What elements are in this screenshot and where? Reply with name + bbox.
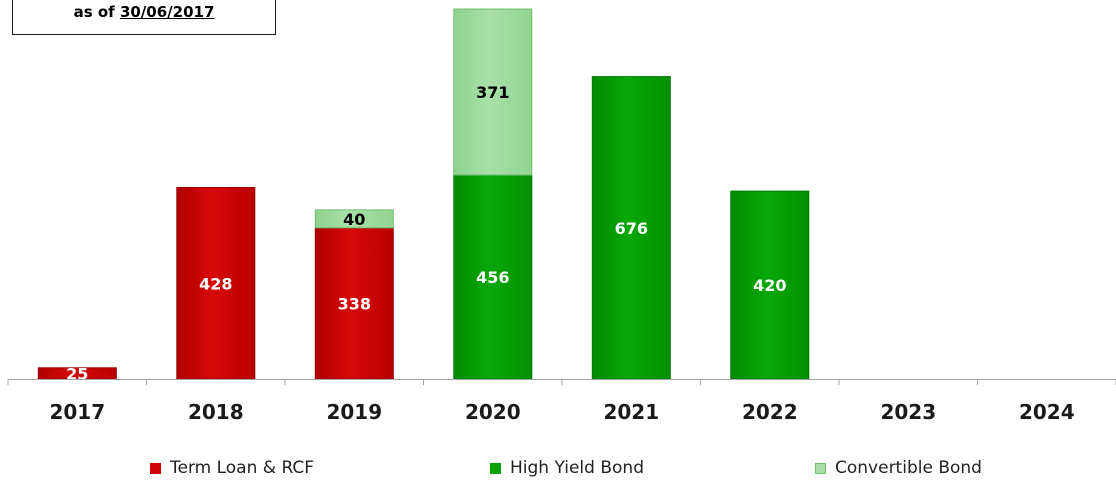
data-label-term-loan-2018: 428 — [199, 274, 232, 293]
x-tick-label-2022: 2022 — [742, 400, 798, 424]
data-labels-layer: 25 428 338 40 456 371 676 420 — [66, 83, 786, 383]
bars-layer — [37, 8, 810, 380]
data-label-high-yield-2021: 676 — [615, 219, 648, 238]
legend-label-term-loan: Term Loan & RCF — [170, 458, 315, 478]
data-label-high-yield-2022: 420 — [753, 276, 786, 295]
bar-convertible-2020 — [453, 8, 533, 176]
x-tick-label-2024: 2024 — [1019, 400, 1075, 424]
bar-convertible-2019 — [314, 209, 394, 229]
data-label-convertible-2020: 371 — [476, 83, 509, 102]
legend-item-term-loan: Term Loan & RCF — [150, 458, 314, 478]
legend-item-high-yield: High Yield Bond — [490, 458, 644, 478]
data-label-term-loan-2017: 25 — [66, 364, 88, 383]
x-tick-label-2017: 2017 — [49, 400, 105, 424]
x-tick-label-2018: 2018 — [188, 400, 244, 424]
as-of-prefix: as of — [73, 3, 115, 21]
x-tick-label-2021: 2021 — [603, 400, 659, 424]
data-label-high-yield-2020: 456 — [476, 268, 509, 287]
legend-swatch-term-loan — [150, 462, 161, 474]
bar-term-loan-2018 — [176, 187, 256, 380]
x-tick-label-2019: 2019 — [326, 400, 382, 424]
x-tick-label-2023: 2023 — [880, 400, 936, 424]
legend-item-convertible: Convertible Bond — [815, 458, 982, 478]
legend-label-high-yield: High Yield Bond — [510, 458, 644, 478]
legend-label-convertible: Convertible Bond — [835, 458, 982, 478]
legend-swatch-convertible — [815, 462, 826, 474]
as-of-note: as of 30/06/2017 — [12, 0, 276, 35]
data-label-convertible-2019: 40 — [343, 210, 365, 229]
as-of-date: 30/06/2017 — [119, 3, 215, 21]
data-label-term-loan-2019: 338 — [338, 294, 371, 313]
legend-swatch-high-yield — [490, 462, 501, 474]
x-axis: 2017 2018 2019 2020 2021 2022 2023 2024 — [7, 379, 1116, 424]
x-tick-label-2020: 2020 — [465, 400, 521, 424]
legend: Term Loan & RCF High Yield Bond Converti… — [0, 458, 1116, 480]
